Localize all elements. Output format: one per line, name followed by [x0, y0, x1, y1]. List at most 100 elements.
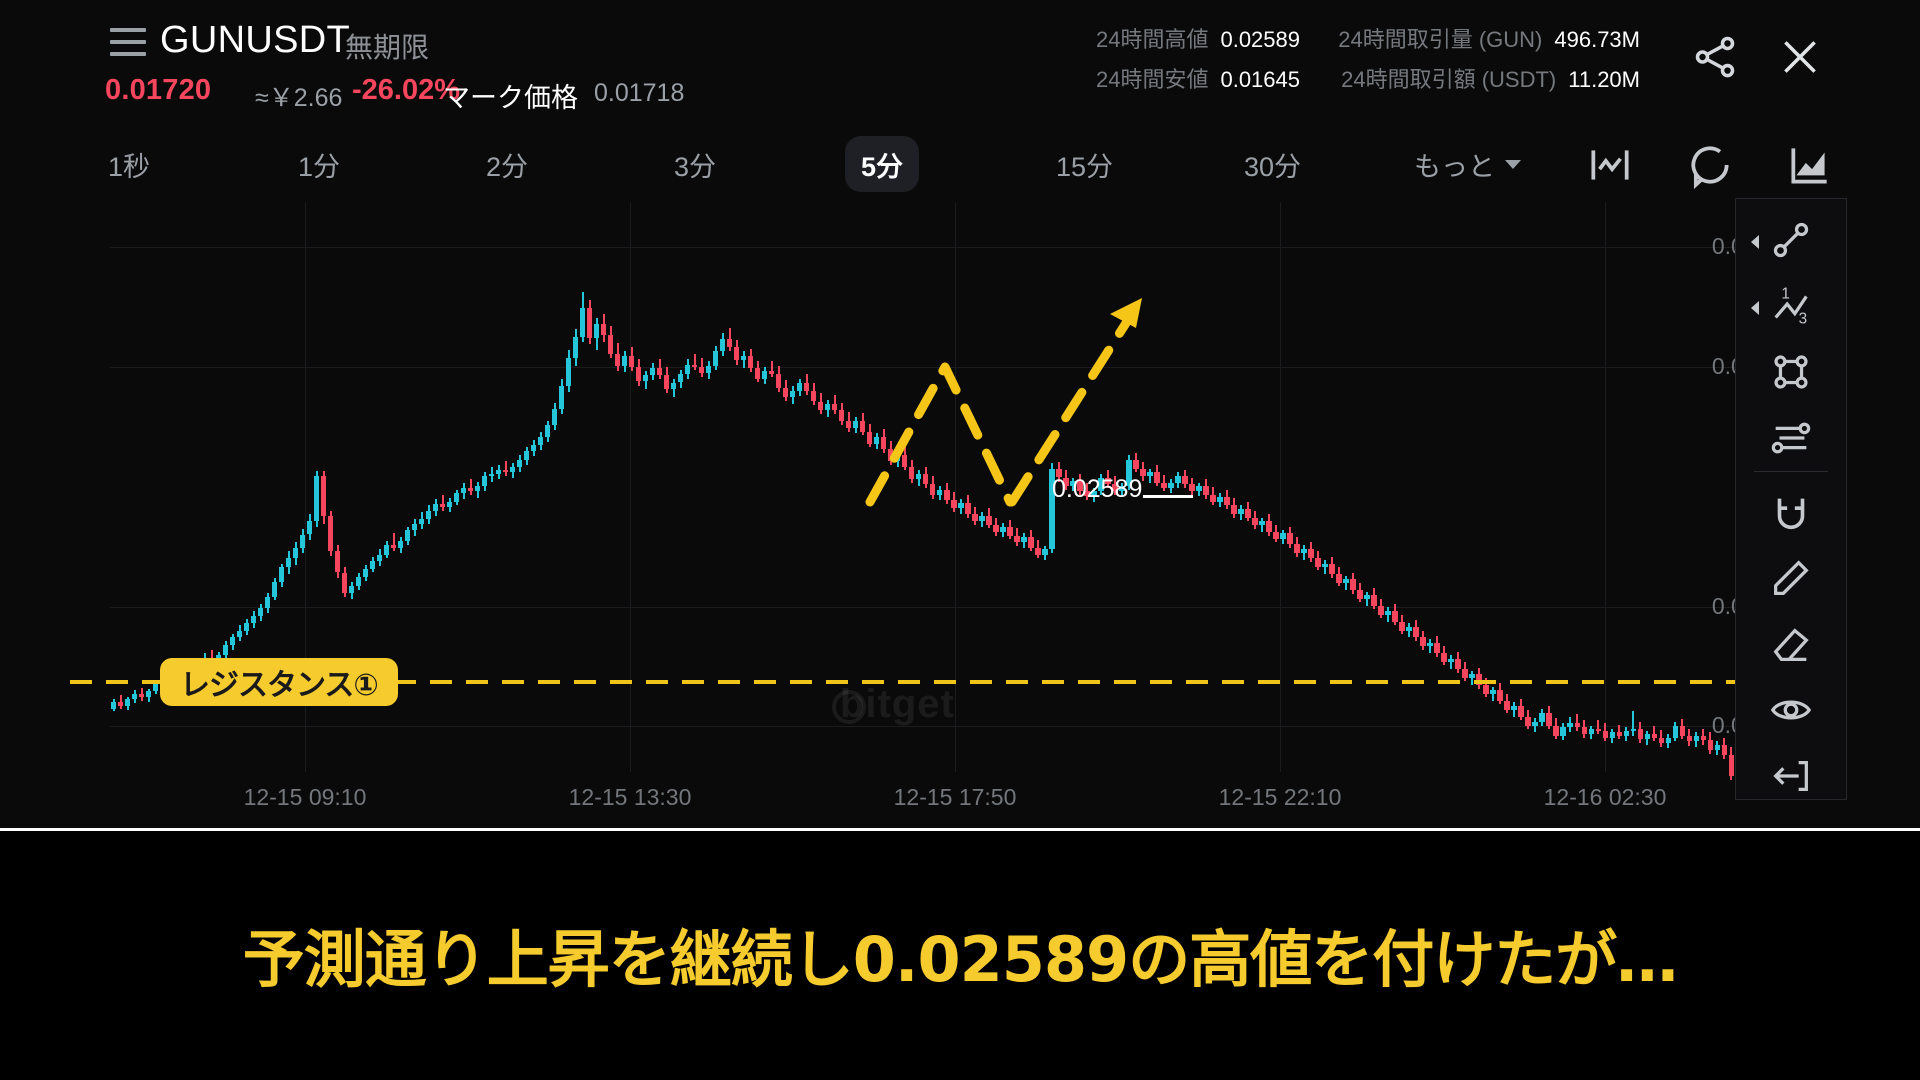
candle-body [705, 365, 712, 373]
candle-body [916, 473, 922, 480]
timeframe-30m[interactable]: 30分 [1244, 151, 1302, 182]
candle-body [1280, 533, 1286, 539]
candle-body [846, 421, 852, 428]
bitget-watermark: bitget [840, 682, 955, 726]
resistance-label-chip: レジスタンス① [160, 658, 398, 706]
candle-body [250, 616, 257, 624]
candle-body [313, 476, 320, 522]
candle-body [874, 436, 880, 444]
hamburger-icon[interactable] [110, 28, 146, 56]
candle-body [1049, 468, 1055, 550]
timeframe-more[interactable]: もっと [1398, 136, 1537, 192]
stat-value: 0.02589 [1220, 27, 1300, 52]
candle-body [1714, 744, 1720, 750]
candle-body [320, 476, 327, 517]
drawing-toolbar[interactable]: 1 3 [1735, 198, 1847, 800]
candle-wick [770, 361, 773, 378]
candle-body [853, 421, 859, 428]
candle-body [1021, 537, 1027, 543]
collapse-toolbar-icon[interactable] [1736, 743, 1846, 809]
candle-body [215, 654, 222, 662]
grid-line-h [110, 367, 1735, 369]
candle-body [1259, 521, 1265, 525]
share-icon[interactable] [1690, 32, 1740, 82]
candle-body [152, 684, 159, 691]
candle-body [762, 370, 768, 379]
candle-body [1308, 549, 1314, 559]
candle-body [1042, 549, 1048, 555]
fib-levels-icon[interactable] [1736, 405, 1846, 471]
wave-count-icon[interactable]: 1 3 [1736, 273, 1846, 339]
candle-body [1504, 700, 1510, 710]
candle-body [1343, 579, 1349, 584]
candle-body [895, 455, 901, 461]
time-axis-label: 12-15 22:10 [1218, 784, 1342, 810]
candle-body [965, 502, 971, 515]
indicator-chart-icon[interactable] [1784, 140, 1836, 190]
candle-body [523, 451, 530, 460]
candle-wick [210, 649, 213, 664]
candle-body [944, 489, 950, 501]
magnet-icon[interactable] [1736, 479, 1846, 545]
eraser-icon[interactable] [1736, 611, 1846, 677]
candle-body [334, 551, 341, 573]
candle-body [670, 382, 677, 390]
expand-caret-icon [1751, 235, 1759, 249]
candle-body [1532, 721, 1538, 726]
candle-body [558, 385, 565, 409]
candle-body [404, 530, 411, 541]
time-axis-label: 12-15 17:50 [893, 784, 1017, 810]
candle-body [131, 693, 137, 700]
candle-body [1315, 558, 1321, 568]
candle-body [236, 630, 243, 637]
candle-body [804, 382, 810, 391]
candle-body [1427, 642, 1433, 647]
candle-body [1567, 723, 1573, 728]
toolbar-divider [1754, 471, 1828, 472]
candle-body [1385, 611, 1391, 615]
candle-body [902, 455, 908, 467]
candle-body [1616, 732, 1622, 737]
candle-body [439, 503, 446, 508]
candle-body [951, 500, 957, 509]
candle-body [306, 521, 313, 535]
timeframe-2m[interactable]: 2分 [486, 151, 529, 182]
trend-line-icon[interactable] [1736, 207, 1846, 273]
candle-body [1000, 526, 1006, 532]
candle-type-icon[interactable] [1584, 140, 1636, 190]
candle-body [1413, 626, 1419, 638]
timeframe-3m[interactable]: 3分 [674, 151, 717, 182]
candle-body [979, 516, 985, 522]
chart-panel: GUNUSDT 無期限 0.01720 ≈￥2.66 -26.02% マーク価格… [0, 19, 1920, 972]
chevron-down-icon [1505, 159, 1521, 169]
pencil-icon[interactable] [1736, 545, 1846, 611]
candle-body [1728, 755, 1734, 777]
candle-body [1462, 669, 1468, 679]
contract-type-label: 無期限 [345, 32, 430, 63]
candle-body [579, 307, 586, 337]
candle-body [1007, 526, 1013, 536]
timeframe-15m[interactable]: 15分 [1056, 151, 1114, 182]
candle-body [677, 373, 684, 383]
candle-body [909, 466, 915, 480]
candle-wick [1597, 720, 1600, 734]
grid-line-v [955, 202, 956, 772]
symbol-name[interactable]: GUNUSDT [160, 19, 350, 61]
timeframe-5m[interactable]: 5分 [845, 136, 920, 192]
visibility-eye-icon[interactable] [1736, 677, 1846, 743]
candle-body [923, 473, 929, 485]
stat-label: 24時間安値 [1095, 67, 1209, 92]
candle-body [663, 375, 670, 390]
candle-body [537, 436, 544, 445]
timeframe-1s[interactable]: 1秒 [108, 151, 151, 182]
plot-area[interactable]: bitget レジスタンス① 0.02589 0.01803 [0, 202, 1920, 972]
candle-body [614, 354, 621, 366]
timeframe-1m[interactable]: 1分 [298, 151, 341, 182]
candle-body [867, 431, 873, 444]
grid-line-h [110, 606, 1735, 608]
candle-body [1245, 509, 1251, 518]
refresh-icon[interactable] [1684, 140, 1736, 190]
bitget-watermark-dot [832, 690, 866, 724]
close-icon[interactable] [1775, 32, 1825, 82]
shapes-icon[interactable] [1736, 339, 1846, 405]
